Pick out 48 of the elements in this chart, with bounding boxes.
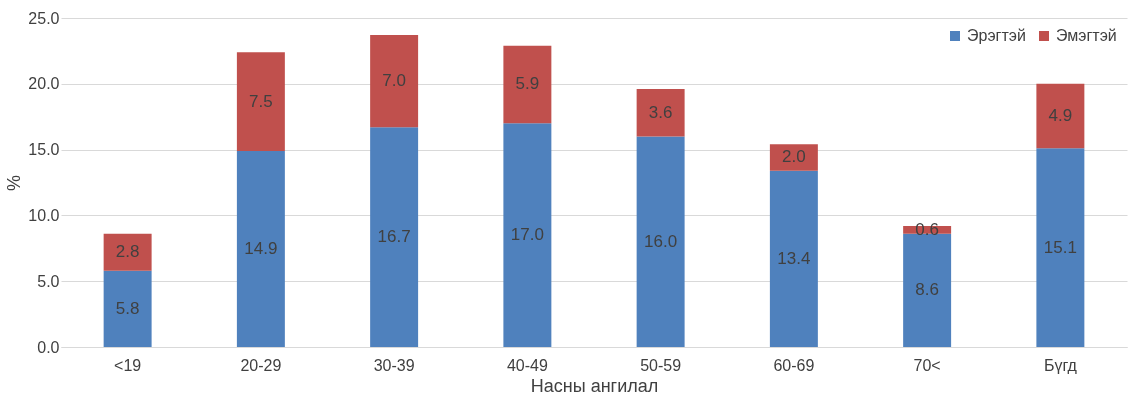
bar [636, 136, 685, 347]
data-label: 16.0 [644, 231, 678, 251]
x-tick-label: 30-39 [373, 356, 415, 374]
y-tick-label: 15.0 [28, 141, 60, 159]
data-label: 8.6 [915, 280, 939, 300]
data-label: 4.9 [1048, 106, 1073, 126]
bar [769, 144, 818, 171]
bar [636, 89, 685, 137]
x-tick-label: 20-29 [240, 356, 282, 374]
data-label: 2.0 [782, 147, 806, 167]
y-tick-label: 25.0 [28, 9, 60, 27]
bar [236, 150, 285, 347]
x-tick-label: 50-59 [640, 356, 682, 374]
y-tick-label: 5.0 [37, 272, 60, 290]
y-axis-title: % [4, 174, 25, 192]
data-label: 3.6 [648, 102, 673, 122]
legend-label: Эмэгтэй [1056, 27, 1117, 44]
y-tick-label: 0.0 [37, 338, 60, 356]
bar [903, 233, 952, 347]
x-tick-label: 70< [913, 356, 941, 374]
bar [1036, 148, 1085, 347]
data-label: 5.8 [115, 298, 140, 318]
x-axis-title: Насны ангилал [530, 375, 659, 396]
data-label: 7.5 [249, 91, 273, 111]
x-tick-label: Бүгд [1043, 356, 1078, 374]
x-tick-label: <19 [114, 356, 142, 374]
bar [503, 123, 552, 347]
data-label: 14.9 [244, 238, 278, 258]
y-tick-label: 10.0 [28, 206, 60, 224]
x-tick-label: 40-49 [506, 356, 548, 374]
data-label: 2.8 [115, 242, 140, 262]
data-label: 13.4 [777, 248, 811, 268]
y-tick-label: 20.0 [28, 75, 60, 93]
data-label: 17.0 [510, 225, 544, 245]
legend-label: Эрэгтэй [967, 27, 1026, 44]
data-label: 5.9 [515, 74, 540, 94]
x-tick-label: 60-69 [773, 356, 815, 374]
bar [103, 233, 152, 271]
bar [503, 45, 552, 124]
bar [1036, 83, 1085, 149]
bar [370, 35, 419, 128]
data-label: 7.0 [382, 71, 406, 91]
bar [769, 170, 818, 347]
bar [370, 127, 419, 347]
bar [103, 270, 152, 347]
data-label: 16.7 [377, 227, 411, 247]
bar [236, 52, 285, 151]
data-label: 15.1 [1043, 237, 1077, 257]
